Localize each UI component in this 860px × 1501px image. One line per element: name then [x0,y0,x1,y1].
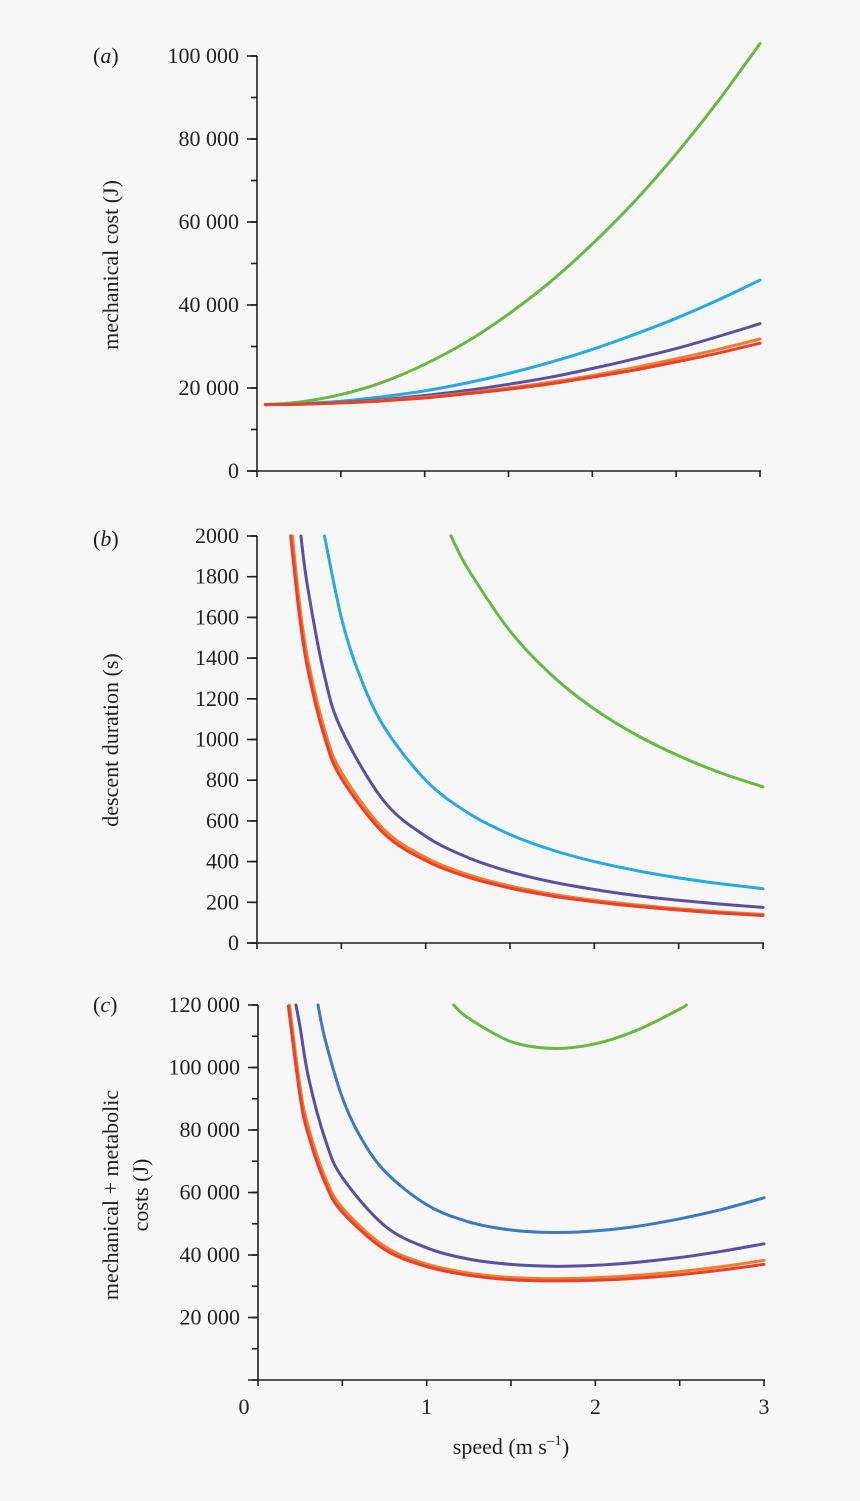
series-line-blue [316,1003,766,1235]
x-tick-label: 2 [590,1394,601,1419]
panel-label: (c) [93,992,117,1017]
y-tick-label: 200 [206,889,239,914]
panel-b: (b) 0 200 400 600 800 1000 1200 1400 1600 1800 2000… [93,523,765,955]
y-tick-label: 1200 [195,686,239,711]
series-line-orange [287,1003,766,1281]
y-tick-label: 1600 [195,604,239,629]
series-line-red [263,341,762,407]
y-tick-label: 20 000 [179,375,240,400]
y-tick-label: 800 [206,767,239,792]
y-axis-title: costs (J) [128,1159,153,1232]
y-tick-label: 1800 [195,564,239,589]
y-tick-label: 40 000 [179,292,240,317]
series-line-red [289,534,765,917]
y-axis-title: mechanical + metabolic [98,1090,123,1301]
x-tick-label: 3 [759,1394,770,1419]
y-axis-title: descent duration (s) [98,653,123,827]
y-axis-title: mechanical cost (J) [98,180,123,350]
series-line-purple [294,1003,766,1268]
x-tick-label: 0 [239,1394,250,1419]
panel-label: (b) [93,526,119,551]
series-line-green [452,1003,688,1050]
y-tick-label: 0 [228,930,239,955]
series-line-cyan [323,534,765,891]
series-line-orange [290,534,765,916]
series-line-cyan [263,278,762,407]
y-tick-label: 1400 [195,645,239,670]
series-line-purple [299,534,765,909]
series-line-green [263,42,762,407]
y-tick-label: 80 000 [180,1117,241,1142]
y-tick-label: 20 000 [180,1305,241,1330]
y-tick-label: 400 [206,849,239,874]
y-tick-label: 80 000 [179,126,240,151]
series-line-purple [263,322,762,407]
y-tick-label: 60 000 [180,1180,241,1205]
y-tick-label: 1000 [195,727,239,752]
y-tick-label: 600 [206,808,239,833]
series-line-green [449,534,765,789]
x-tick-label: 1 [421,1394,432,1419]
panel-a: (a) 0 20 000 40 000 60 000 80 000 100 000 mecha… [93,42,762,483]
y-tick-label: 0 [228,458,239,483]
y-tick-label: 100 000 [169,1055,241,1080]
panel-c: (c) 20 000 40 000 60 000 80 000 100 000 120 00… [93,992,770,1459]
y-tick-label: 100 000 [168,43,240,68]
series-line-red [286,1004,766,1283]
y-tick-label: 2000 [195,523,239,548]
y-tick-label: 60 000 [179,209,240,234]
x-axis-title: speed (m s–1) [453,1433,569,1459]
panel-label: (a) [93,43,119,68]
y-tick-label: 40 000 [180,1242,241,1267]
y-tick-label: 120 000 [169,992,241,1017]
